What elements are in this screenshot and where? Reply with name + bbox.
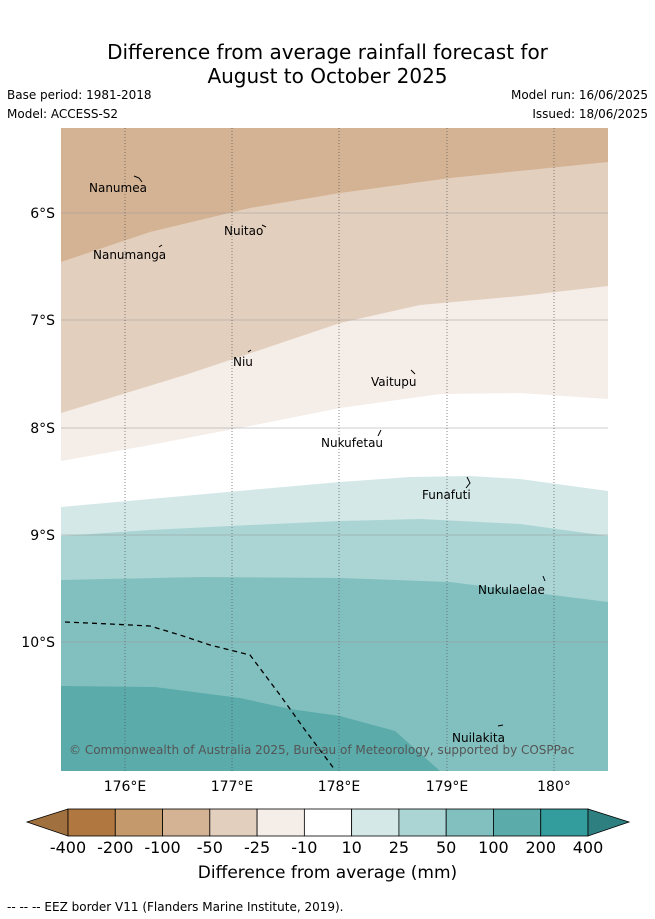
map-title: Difference from average rainfall forecas… — [0, 40, 655, 88]
colorbar-label-9: 100 — [478, 838, 509, 857]
label-funafuti: Funafuti — [422, 488, 471, 502]
rainfall-bands — [61, 128, 608, 771]
lat-label-7s: 7°S — [30, 313, 55, 329]
colorbar-cell-4 — [256, 808, 305, 837]
lon-label-179e: 179°E — [426, 779, 469, 795]
lon-label-177e: 177°E — [211, 779, 254, 795]
label-nukufetau: Nukufetau — [321, 436, 383, 450]
colorbar-label-10: 200 — [525, 838, 556, 857]
colorbar-low-extend — [25, 808, 69, 837]
colorbar-high-extend — [587, 808, 631, 837]
label-nanumanga: Nanumanga — [93, 248, 166, 262]
colorbar-label-2: -100 — [144, 838, 180, 857]
lon-axis-labels: 176°E 177°E 178°E 179°E 180° — [104, 779, 571, 795]
label-vaitupu: Vaitupu — [371, 375, 417, 389]
colorbar-cell-0 — [67, 808, 116, 837]
colorbar-cell-5 — [303, 808, 353, 837]
colorbar-label-0: -400 — [50, 838, 86, 857]
copyright-notice: © Commonwealth of Australia 2025, Bureau… — [69, 743, 574, 757]
colorbar-label-1: -200 — [97, 838, 133, 857]
colorbar-label-8: 50 — [436, 838, 456, 857]
colorbar-label-4: -25 — [244, 838, 270, 857]
label-nukulaelae: Nukulaelae — [478, 583, 545, 597]
label-nanumea: Nanumea — [89, 181, 147, 195]
title-line-1: Difference from average rainfall forecas… — [107, 40, 548, 64]
colorbar-cell-6 — [351, 808, 400, 837]
colorbar-label-6: 10 — [341, 838, 361, 857]
label-nuilakita: Nuilakita — [452, 731, 505, 745]
lat-axis-labels: 6°S 7°S 8°S 9°S 10°S — [21, 206, 55, 651]
model-run: Model run: 16/06/2025 — [510, 88, 648, 102]
colorbar-title: Difference from average (mm) — [197, 863, 458, 883]
colorbar-label-5: -10 — [291, 838, 317, 857]
colorbar-cell-2 — [162, 808, 211, 837]
lat-label-10s: 10°S — [21, 635, 55, 651]
band-100-to-200 — [61, 686, 440, 771]
title-line-2: August to October 2025 — [207, 64, 448, 88]
lon-label-176e: 176°E — [104, 779, 147, 795]
colorbar-cell-9 — [493, 808, 542, 837]
colorbar-cell-3 — [209, 808, 258, 837]
issued-date: Issued: 18/06/2025 — [532, 107, 648, 121]
lat-label-8s: 8°S — [30, 421, 55, 437]
colorbar-cell-7 — [398, 808, 447, 837]
lon-gridlines — [124, 128, 555, 771]
lat-label-9s: 9°S — [30, 528, 55, 544]
lat-gridlines — [61, 212, 608, 643]
base-period: Base period: 1981-2018 — [7, 88, 152, 102]
eez-footnote: -- -- -- EEZ border V11 (Flanders Marine… — [7, 900, 344, 914]
colorbar-cell-1 — [114, 808, 163, 837]
eez-border — [64, 621, 336, 771]
lon-label-180: 180° — [537, 779, 571, 795]
island-outlines — [133, 175, 546, 727]
colorbar: -400 -200 -100 -50 -25 -10 10 25 50 100 200 400 — [25, 808, 631, 857]
colorbar-label-3: -50 — [197, 838, 223, 857]
lon-label-178e: 178°E — [318, 779, 361, 795]
label-nuitao: Nuitao — [224, 224, 263, 238]
colorbar-cell-8 — [445, 808, 494, 837]
colorbar-label-11: 400 — [573, 838, 604, 857]
lat-label-6s: 6°S — [30, 206, 55, 222]
place-labels: Nanumea Nuitao Nanumanga Niu Vaitupu Nuk… — [89, 181, 545, 745]
model-name: Model: ACCESS-S2 — [7, 107, 119, 121]
colorbar-cell-10 — [540, 808, 589, 837]
label-niu: Niu — [233, 355, 253, 369]
colorbar-label-7: 25 — [389, 838, 409, 857]
